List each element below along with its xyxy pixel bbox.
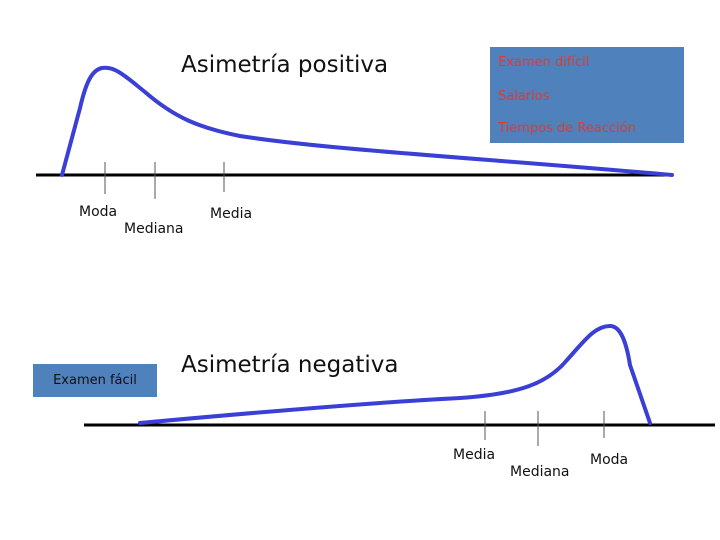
positive-skew-title: Asimetría positiva (181, 52, 389, 78)
positive-skew-curve (60, 65, 674, 177)
bottom-label-moda: Moda (590, 452, 629, 468)
bottom-label-media: Media (453, 447, 496, 463)
bottom-label-mediana: Mediana (510, 464, 570, 480)
top-label-moda: Moda (79, 204, 118, 220)
example-salarios: Salarios (498, 89, 550, 104)
top-label-mediana: Mediana (124, 221, 184, 237)
example-tiempos-reaccion: Tiempos de Reacción (498, 121, 636, 136)
negative-skew-curve (138, 324, 652, 425)
example-examen-dificil: Examen difícil (498, 55, 590, 70)
negative-skew-title: Asimetría negativa (181, 352, 399, 378)
top-label-media: Media (210, 206, 253, 222)
negative-skew-example-box: Examen fácil (33, 364, 157, 397)
positive-skew-examples-box: Examen difícil Salarios Tiempos de Reacc… (490, 47, 684, 143)
